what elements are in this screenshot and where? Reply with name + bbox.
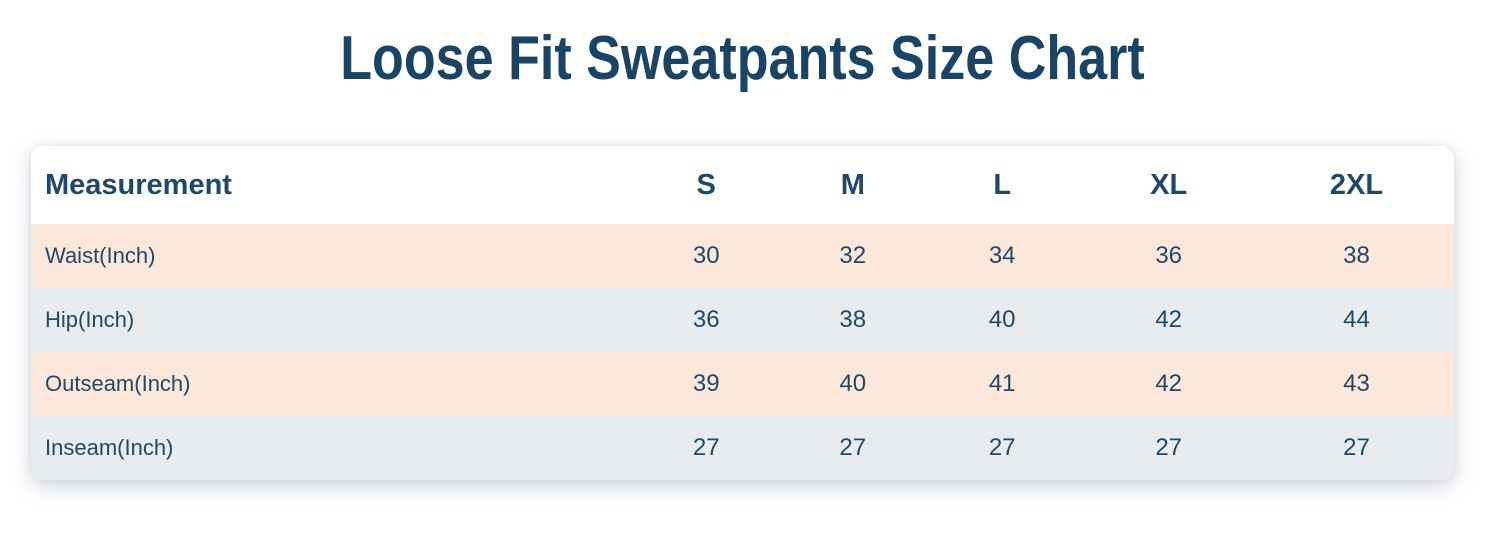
size-chart-table: Measurement S M L XL 2XL Waist(Inch) 30 …: [31, 146, 1454, 480]
value-cell: 36: [1155, 242, 1183, 269]
value-cell: 27: [839, 434, 867, 461]
value-cell: 42: [1155, 306, 1183, 333]
value-cell: 43: [1343, 370, 1370, 397]
value-cell: 27: [1155, 434, 1183, 461]
value-cell: 34: [988, 242, 1016, 269]
col-header-l: L: [926, 146, 1079, 224]
row-label-outseam: Outseam(Inch): [45, 371, 191, 396]
size-chart-card: Measurement S M L XL 2XL Waist(Inch) 30 …: [31, 146, 1454, 480]
value-cell: 27: [1343, 434, 1370, 461]
value-cell: 44: [1343, 306, 1370, 333]
value-cell: 39: [692, 370, 720, 397]
header-row: Measurement S M L XL 2XL: [31, 146, 1454, 224]
value-cell: 27: [692, 434, 720, 461]
table-row-hip: Hip(Inch) 36 38 40 42 44: [31, 288, 1454, 352]
table-row-outseam: Outseam(Inch) 39 40 41 42 43: [31, 352, 1454, 416]
col-header-measurement: Measurement: [31, 146, 633, 224]
col-header-2xl: 2XL: [1259, 146, 1454, 224]
value-cell: 32: [839, 242, 867, 269]
value-cell: 41: [988, 370, 1016, 397]
row-label-hip: Hip(Inch): [45, 307, 135, 332]
value-cell: 30: [692, 242, 720, 269]
value-cell: 27: [988, 434, 1016, 461]
value-cell: 36: [692, 306, 720, 333]
table-row-inseam: Inseam(Inch) 27 27 27 27 27: [31, 416, 1454, 480]
value-cell: 40: [988, 306, 1016, 333]
table-row-waist: Waist(Inch) 30 32 34 36 38: [31, 224, 1454, 288]
value-cell: 40: [839, 370, 867, 397]
row-label-inseam: Inseam(Inch): [45, 435, 174, 460]
value-cell: 38: [839, 306, 867, 333]
page-title: Loose Fit Sweatpants Size Chart: [340, 24, 1145, 93]
col-header-xl: XL: [1078, 146, 1260, 224]
col-header-s: S: [632, 146, 780, 224]
col-header-m: M: [779, 146, 927, 224]
value-cell: 38: [1343, 242, 1370, 269]
row-label-waist: Waist(Inch): [45, 243, 156, 268]
value-cell: 42: [1155, 370, 1183, 397]
